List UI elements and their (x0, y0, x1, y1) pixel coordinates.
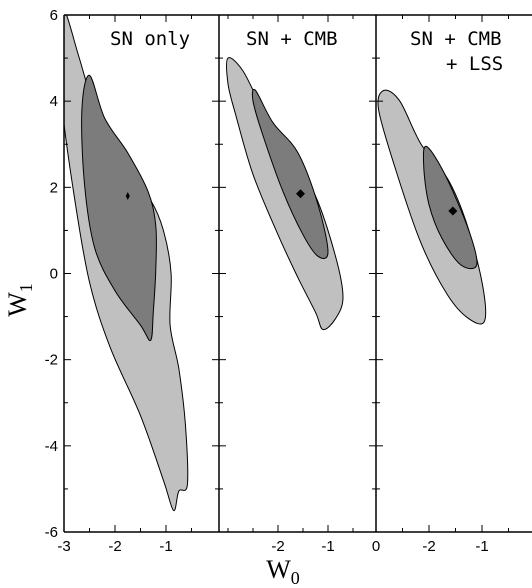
y-axis-tick-labels: 6 4 2 0 -2 -4 -6 (45, 7, 58, 541)
y-tick-label: 2 (50, 179, 58, 196)
y-tick-label: 4 (50, 93, 58, 110)
panel-3-best-fit (448, 206, 458, 216)
panel-1: SN only (64, 15, 190, 512)
panel-2-inner-region (251, 89, 329, 259)
panel-3-best-fit-point (448, 206, 458, 216)
x-tick-label: -2 (271, 538, 284, 555)
panel-2: SN + CMB (226, 28, 344, 331)
panel-2-inner-contour (251, 89, 329, 259)
panel-1-best-fit (125, 191, 130, 200)
panel-3-inner-contour (422, 145, 478, 270)
panel-3-label: SN + CMB + LSS (410, 28, 503, 75)
panel-1-best-fit-point (125, 191, 130, 200)
x-tick-label: -2 (108, 538, 121, 555)
y-tick-label: -2 (45, 352, 58, 369)
panel-3-inner-region (422, 145, 478, 270)
x-tick-label: -2 (422, 538, 435, 555)
panel-3-label-line-2: + LSS (446, 53, 503, 75)
y-axis-ticks (64, 14, 383, 533)
panel-1-inner-contour (81, 74, 157, 342)
panel-3-label-line-1: SN + CMB (410, 28, 502, 50)
y-axis-title-text: W1 (3, 283, 36, 317)
x-axis-title-text: W0 (266, 555, 300, 588)
x-tick-label: -3 (57, 538, 70, 555)
y-tick-label: -6 (45, 524, 58, 541)
panel-1-label-line-1: SN only (110, 28, 190, 50)
x-axis-tick-labels: -3 -2 -1 -2 -1 0 -2 -1 (57, 538, 488, 555)
x-axis-title: W0 (266, 555, 300, 588)
panel-3: SN + CMB + LSS (377, 28, 503, 325)
x-tick-label: -1 (159, 538, 172, 555)
panel-1-label: SN only (110, 28, 190, 50)
x-tick-label: -1 (321, 538, 334, 555)
panel-1-inner-region (81, 74, 157, 342)
y-tick-label: 0 (50, 266, 58, 283)
panel-2-best-fit-point (296, 189, 305, 199)
x-tick-label: -1 (475, 538, 488, 555)
panel-2-label-line-1: SN + CMB (246, 28, 338, 50)
y-tick-label: 6 (50, 7, 58, 24)
x-axis-ticks (63, 15, 509, 532)
panel-2-label: SN + CMB (246, 28, 338, 50)
x-tick-label: 0 (372, 538, 380, 555)
y-tick-label: -4 (45, 438, 58, 455)
panel-2-best-fit (296, 189, 305, 199)
y-axis-title: W1 (3, 283, 36, 317)
